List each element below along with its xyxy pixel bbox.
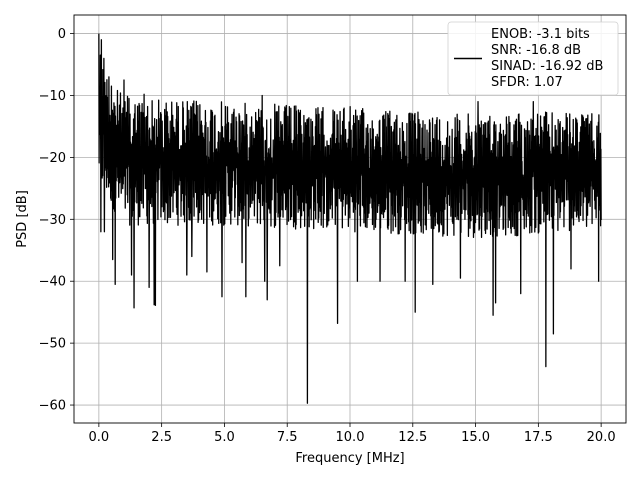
x-axis-ticks: 0.0 2.5 5.0 7.5 10.0 12.5 15.0 17.5 20.0 — [89, 423, 616, 445]
y-axis-ticks: 0 −10 −20 −30 −40 −50 −60 — [39, 27, 74, 414]
x-tick-label: 5.0 — [214, 430, 235, 445]
x-tick-label: 10.0 — [336, 430, 365, 445]
y-tick-label: −20 — [39, 151, 66, 166]
x-tick-label: 7.5 — [277, 430, 298, 445]
y-axis-label: PSD [dB] — [15, 190, 30, 248]
legend: ENOB: -3.1 bits SNR: -16.8 dB SINAD: -16… — [447, 21, 619, 96]
x-tick-label: 2.5 — [151, 430, 172, 445]
legend-sfdr: SFDR: 1.07 — [491, 75, 563, 90]
legend-snr: SNR: -16.8 dB — [491, 43, 581, 58]
psd-series-line — [98, 33, 602, 404]
plot-area — [98, 33, 602, 404]
x-tick-label: 15.0 — [461, 430, 490, 445]
y-tick-label: −60 — [39, 399, 66, 414]
legend-sinad: SINAD: -16.92 dB — [491, 59, 603, 74]
legend-enob: ENOB: -3.1 bits — [491, 27, 590, 42]
x-tick-label: 0.0 — [89, 430, 110, 445]
y-tick-label: −30 — [39, 213, 66, 228]
y-tick-label: −10 — [39, 89, 66, 104]
y-tick-label: −40 — [39, 275, 66, 290]
x-axis-label: Frequency [MHz] — [295, 451, 404, 466]
legend-box — [447, 21, 619, 96]
x-tick-label: 12.5 — [398, 430, 427, 445]
x-tick-label: 17.5 — [524, 430, 553, 445]
y-tick-label: 0 — [58, 27, 66, 42]
y-tick-label: −50 — [39, 337, 66, 352]
x-tick-label: 20.0 — [587, 430, 616, 445]
